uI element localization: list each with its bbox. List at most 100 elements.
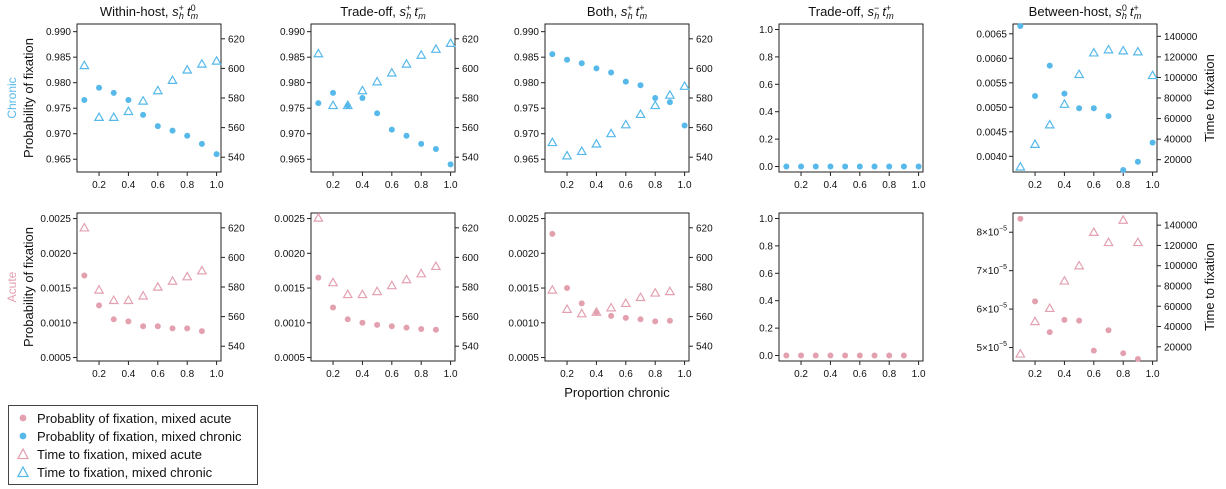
probability-point	[1090, 105, 1097, 112]
y-tick-label-right: 620	[462, 34, 479, 45]
time-point	[357, 85, 368, 95]
y-tick-label-right: 560	[696, 312, 713, 323]
y-tick-label-right: 580	[462, 94, 479, 105]
time-point	[181, 271, 193, 281]
y-tick-label-right: 540	[462, 342, 479, 353]
y-tick-label-left: 0.0005	[274, 353, 305, 364]
probability-point	[374, 110, 381, 117]
x-tick-label: 0.2	[92, 180, 106, 191]
y-tick-label-right: 40000	[1164, 135, 1192, 146]
circle-marker-icon	[19, 432, 27, 440]
time-point	[211, 55, 222, 65]
y-tick-label-right: 620	[228, 223, 245, 234]
legend-label: Probablity of fixation, mixed chronic	[37, 428, 242, 444]
y-tick-label-left: 0.0010	[274, 318, 305, 329]
time-point	[1044, 302, 1055, 313]
probability-point	[1120, 167, 1127, 173]
circle-marker-icon	[19, 414, 27, 422]
probability-point	[125, 97, 132, 104]
time-point	[181, 64, 193, 74]
probability-point	[666, 317, 673, 324]
y-tick-label-left: 0.990	[280, 27, 305, 38]
time-point	[620, 297, 632, 308]
probability-point	[798, 352, 805, 359]
x-tick-label: 0.4	[1057, 369, 1071, 380]
y-tick-label-left: 0.975	[280, 104, 305, 115]
panel-title: Between-host, s0 h t+ m	[1029, 3, 1142, 21]
y-tick-label-right: 600	[462, 64, 479, 75]
y-tick-label-left: 0.0	[759, 162, 773, 173]
probability-point	[886, 163, 893, 170]
probability-point	[783, 163, 790, 170]
probability-point	[374, 321, 381, 328]
row-label-acute: Acute	[5, 271, 19, 302]
time-point	[591, 138, 602, 148]
y-tick-label-left: 0.980	[46, 78, 71, 89]
x-tick-label: 0.6	[853, 180, 867, 191]
y-tick-label-left: 0.0060	[976, 54, 1007, 65]
time-point	[123, 105, 134, 116]
time-point	[605, 302, 617, 312]
row-label-chronic: Chronic	[5, 77, 19, 118]
y-tick-label-left: 0.980	[514, 78, 539, 89]
y-tick-label-left: 0.2	[759, 324, 773, 335]
probability-point	[578, 300, 585, 307]
y-tick-label-left: 0.985	[46, 53, 71, 64]
probability-point	[886, 352, 893, 359]
time-point	[1029, 316, 1041, 326]
probability-point	[1149, 139, 1156, 146]
y-tick-label-right: 140000	[1164, 221, 1198, 232]
probability-point	[1061, 90, 1068, 97]
y-tick-label-right: 580	[462, 283, 479, 294]
x-tick-label: 0.4	[823, 369, 837, 380]
x-tick-label: 0.4	[355, 369, 369, 380]
triangle-marker-icon	[16, 465, 30, 478]
probability-point	[783, 352, 790, 359]
probability-point	[798, 163, 805, 170]
probability-point	[1076, 317, 1083, 324]
probability-point	[140, 111, 147, 118]
probability-point	[842, 352, 849, 359]
time-point	[547, 284, 558, 294]
y-tick-label-left: 7×10−5	[976, 264, 1007, 277]
y-tick-label-left: 0.975	[514, 104, 539, 115]
x-tick-label: 0.2	[560, 369, 574, 380]
time-point	[649, 287, 661, 297]
x-tick-label: 0.6	[853, 369, 867, 380]
x-tick-label: 1.0	[678, 180, 692, 191]
time-point	[386, 280, 398, 290]
probability-point	[388, 323, 395, 330]
probability-point	[330, 304, 337, 311]
y-axis-label-right: Time to fixation	[1202, 243, 1217, 331]
y-tick-label-left: 0.0005	[508, 353, 539, 364]
x-tick-label: 0.2	[326, 369, 340, 380]
time-point	[1044, 119, 1055, 129]
probability-point	[681, 122, 688, 129]
y-tick-label-left: 0.970	[46, 129, 71, 140]
time-point	[635, 108, 646, 119]
probability-point	[842, 163, 849, 170]
time-point	[445, 37, 456, 47]
probability-point	[447, 161, 454, 168]
probability-point	[666, 99, 673, 106]
probability-point	[403, 132, 410, 139]
time-point	[342, 288, 353, 299]
time-point	[196, 265, 208, 275]
y-tick-label-right: 60000	[1164, 302, 1192, 313]
x-tick-label: 0.8	[414, 369, 428, 380]
y-tick-label-right: 20000	[1164, 155, 1192, 166]
panel-title: Both, s+ h t+ m	[587, 3, 648, 21]
time-point	[620, 119, 632, 129]
time-point	[679, 80, 690, 90]
y-tick-label-left: 0.0020	[508, 249, 539, 260]
x-tick-label: 1.0	[912, 180, 926, 191]
plot-frame	[778, 23, 924, 173]
y-tick-label-left: 0.0	[759, 351, 773, 362]
probability-point	[827, 352, 834, 359]
probability-point	[330, 89, 337, 96]
probability-point	[418, 326, 425, 333]
time-point	[1073, 68, 1085, 79]
x-tick-label: 0.2	[326, 180, 340, 191]
probability-point	[1061, 316, 1068, 323]
